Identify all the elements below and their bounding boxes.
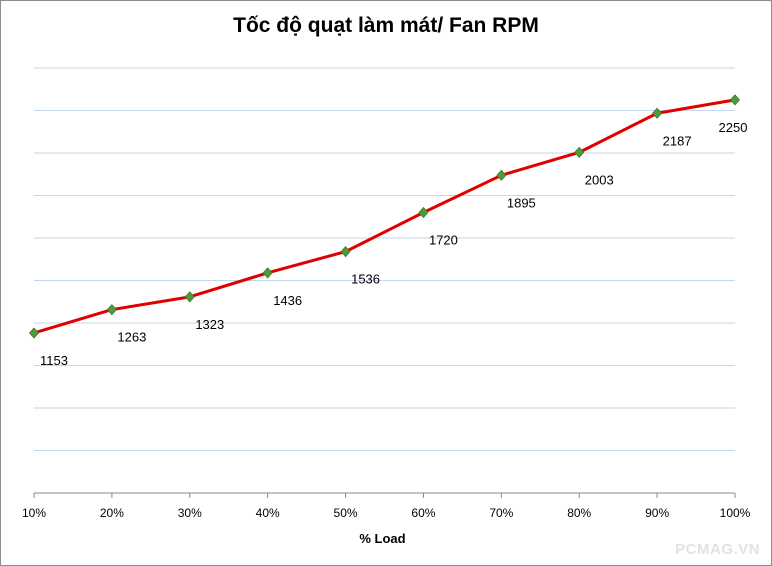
data-label: 1720 <box>429 233 458 248</box>
x-tick-label: 60% <box>411 506 435 520</box>
data-point-marker <box>184 291 195 303</box>
x-tick-label: 70% <box>489 506 513 520</box>
data-label: 1895 <box>507 195 536 210</box>
data-point-marker <box>28 327 40 339</box>
chart-title: Tốc độ quạt làm mát/ Fan RPM <box>233 14 539 37</box>
data-point-marker <box>652 107 663 119</box>
data-point-marker <box>729 94 741 106</box>
x-axis-title: % Load <box>359 531 405 546</box>
data-point-marker <box>106 304 117 316</box>
data-point-marker <box>418 206 429 219</box>
data-label: 1263 <box>117 330 146 345</box>
gridlines <box>34 67 735 451</box>
data-labels: 1153 1263 1323 1436 1536 1720 1895 2003 2187 2250 <box>40 120 747 368</box>
data-point-marker <box>262 267 273 279</box>
x-axis-tick-labels: 10% 20% 30% 40% 50% 60% 70% 80% 90% 100% <box>22 506 751 520</box>
data-label: 1436 <box>273 293 302 308</box>
data-point-marker <box>340 246 351 258</box>
data-label: 1536 <box>351 272 380 287</box>
x-tick-label: 90% <box>645 506 669 520</box>
x-tick-label: 40% <box>256 506 280 520</box>
x-tick-label: 50% <box>334 506 358 520</box>
x-tick-label: 10% <box>22 506 46 520</box>
data-label: 2187 <box>663 133 692 148</box>
x-tick-label: 80% <box>567 506 591 520</box>
data-label: 1153 <box>40 353 68 368</box>
x-tick-label: 20% <box>100 506 124 520</box>
x-tick-label: 100% <box>720 506 751 520</box>
data-label: 1323 <box>195 317 224 332</box>
data-point-markers <box>28 94 741 339</box>
x-tick-label: 30% <box>178 506 202 520</box>
data-label: 2250 <box>719 120 748 135</box>
watermark: PCMAG.VN <box>675 541 760 558</box>
data-point-marker <box>496 169 507 181</box>
data-label: 2003 <box>585 172 614 187</box>
data-point-marker <box>574 146 585 158</box>
series-line-fan-rpm <box>33 98 736 335</box>
x-axis-ticks <box>33 493 736 498</box>
